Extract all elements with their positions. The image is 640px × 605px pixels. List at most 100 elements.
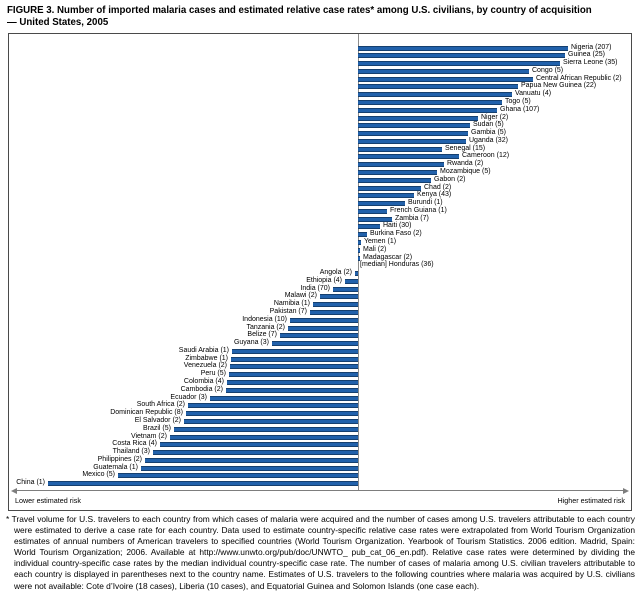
risk-bar <box>358 76 533 82</box>
country-label: Indonesia (10) <box>242 315 287 323</box>
country-label: [median] Honduras (36) <box>360 261 434 269</box>
risk-bar <box>358 247 360 253</box>
country-label: Cambodia (2) <box>180 385 223 393</box>
country-label: Ecuador (3) <box>170 393 207 401</box>
axis-label-lower-risk: Lower estimated risk <box>15 496 81 505</box>
figure-title-line2: — United States, 2005 <box>7 16 109 28</box>
risk-bar <box>345 278 358 284</box>
risk-bar <box>230 364 358 370</box>
country-label: Tanzania (2) <box>246 323 285 331</box>
country-label: Sudan (5) <box>473 121 504 129</box>
risk-bar <box>358 208 387 214</box>
risk-bar <box>141 465 358 471</box>
axis-arrow-left-icon <box>11 488 17 494</box>
risk-bar <box>358 193 414 199</box>
country-label: India (70) <box>300 284 330 292</box>
risk-axis-line <box>16 490 624 491</box>
risk-bar <box>184 418 358 424</box>
risk-bar <box>358 216 392 222</box>
country-label: Senegal (15) <box>445 144 486 152</box>
risk-bar <box>118 473 358 479</box>
country-label: Madagascar (2) <box>363 253 413 261</box>
risk-bar <box>227 380 358 386</box>
country-label: Papua New Guinea (22) <box>521 82 597 90</box>
risk-bar <box>358 123 470 129</box>
country-label: Gambia (5) <box>471 129 507 137</box>
country-label: Venezuela (2) <box>183 362 227 370</box>
risk-bar <box>358 107 497 113</box>
risk-bar <box>358 53 565 59</box>
risk-bar <box>358 45 568 51</box>
risk-bar <box>226 387 358 393</box>
risk-bar <box>358 177 431 183</box>
risk-bar <box>310 310 358 316</box>
risk-bar <box>160 442 358 448</box>
country-label: Dominican Republic (8) <box>110 409 183 417</box>
country-label: Ghana (107) <box>500 105 540 113</box>
country-label: Brazil (5) <box>142 424 171 432</box>
figure-title-line1: FIGURE 3. Number of imported malaria cas… <box>7 5 592 16</box>
country-label: Congo (5) <box>532 66 564 74</box>
country-label: Niger (2) <box>481 113 509 121</box>
axis-label-higher-risk: Higher estimated risk <box>557 496 625 505</box>
risk-bar <box>231 356 358 362</box>
risk-bar <box>232 348 358 354</box>
risk-bar <box>358 84 518 90</box>
risk-bar <box>358 185 421 191</box>
risk-bar <box>333 286 358 292</box>
risk-bar <box>355 271 358 277</box>
country-label: Burkina Faso (2) <box>370 230 422 238</box>
risk-bar <box>186 411 358 417</box>
risk-bar <box>358 92 512 98</box>
risk-bar <box>358 201 405 207</box>
risk-bar <box>272 341 358 347</box>
risk-bar <box>358 61 560 67</box>
risk-bar <box>210 395 358 401</box>
risk-bar <box>280 333 358 339</box>
country-label: Mexico (5) <box>82 471 115 479</box>
median-axis-line <box>358 34 359 491</box>
country-label: Togo (5) <box>505 97 531 105</box>
country-label: Namibia (1) <box>273 300 310 308</box>
country-label: Philippines (2) <box>97 455 142 463</box>
risk-bar <box>288 325 358 331</box>
risk-bar <box>358 240 361 245</box>
country-label: French Guiana (1) <box>390 206 447 214</box>
country-label: Nigeria (207) <box>571 43 612 51</box>
country-label: Guatemala (1) <box>93 463 138 471</box>
risk-bar <box>358 99 502 105</box>
risk-bar <box>320 294 358 300</box>
risk-bar <box>358 115 478 121</box>
risk-bar <box>188 403 358 409</box>
country-label: Vietnam (2) <box>130 432 167 440</box>
risk-bar <box>174 426 358 432</box>
country-label: Zimbabwe (1) <box>185 354 228 362</box>
country-label: Mali (2) <box>363 245 387 253</box>
risk-bar <box>229 372 358 378</box>
country-label: Cameroon (12) <box>462 152 510 160</box>
country-label: Saudi Arabia (1) <box>178 346 229 354</box>
risk-bar <box>358 255 360 261</box>
risk-bar <box>358 232 367 238</box>
country-label: Costa Rica (4) <box>112 440 157 448</box>
country-label: Zambia (7) <box>395 214 429 222</box>
footnote: * Travel volume for U.S. travelers to ea… <box>6 514 635 591</box>
risk-bar <box>290 317 358 323</box>
country-label: Angola (2) <box>319 269 352 277</box>
risk-bar <box>358 146 442 152</box>
risk-bar <box>358 154 459 160</box>
country-label: Yemen (1) <box>364 238 397 245</box>
country-label: Ethiopia (4) <box>306 276 342 284</box>
country-label: Colombia (4) <box>183 378 224 386</box>
country-label: Uganda (32) <box>469 136 508 144</box>
risk-bar <box>358 224 380 230</box>
country-label: China (1) <box>16 479 45 487</box>
country-label: Haiti (30) <box>383 222 412 230</box>
risk-bar <box>358 169 437 175</box>
risk-bar <box>313 302 358 308</box>
risk-bar <box>358 131 468 137</box>
risk-bar <box>48 481 358 487</box>
country-label: South Africa (2) <box>136 401 185 409</box>
country-label: Sierra Leone (35) <box>563 59 618 67</box>
